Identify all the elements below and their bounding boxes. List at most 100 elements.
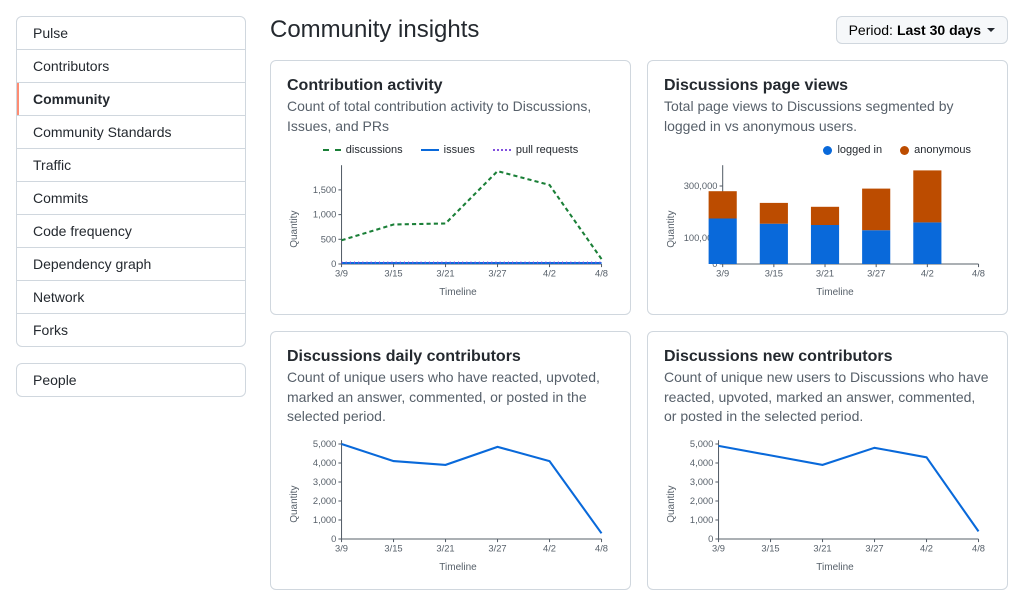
svg-text:2,000: 2,000 — [313, 496, 336, 506]
legend-label: logged in — [837, 144, 882, 156]
card-desc: Count of unique new users to Discussions… — [664, 368, 991, 427]
svg-text:5,000: 5,000 — [313, 439, 336, 449]
sidebar-item-commits[interactable]: Commits — [17, 182, 245, 215]
svg-text:3,000: 3,000 — [690, 477, 713, 487]
svg-text:3/15: 3/15 — [384, 269, 402, 279]
x-axis-label: Timeline — [302, 287, 614, 298]
svg-text:0: 0 — [708, 534, 713, 544]
x-axis-label: Timeline — [679, 287, 991, 298]
legend-swatch — [323, 149, 341, 151]
svg-text:4/2: 4/2 — [543, 543, 556, 553]
sidebar-item-forks[interactable]: Forks — [17, 314, 245, 346]
page-title: Community insights — [270, 16, 479, 44]
svg-text:3/27: 3/27 — [865, 543, 883, 553]
sidebar-item-community[interactable]: Community — [17, 83, 245, 116]
svg-text:300,000: 300,000 — [684, 181, 718, 191]
page-views-chart: 3/93/153/213/274/24/80100,000300,000 — [679, 160, 991, 285]
svg-text:4,000: 4,000 — [313, 458, 336, 468]
legend-item: pull requests — [493, 144, 578, 156]
svg-text:0: 0 — [331, 259, 336, 269]
svg-text:1,000: 1,000 — [313, 210, 336, 220]
svg-text:1,000: 1,000 — [313, 515, 336, 525]
legend-item: anonymous — [900, 144, 971, 156]
svg-text:3/9: 3/9 — [716, 269, 729, 279]
card-new-contributors: Discussions new contributors Count of un… — [647, 331, 1008, 590]
legend-swatch — [493, 149, 511, 151]
svg-text:1,500: 1,500 — [313, 185, 336, 195]
period-value: Last 30 days — [897, 22, 981, 38]
daily-contributors-chart: 3/9 3/15 3/21 3/27 4/2 4/8 0 1,000 2,000 3,000 4,0… — [302, 435, 614, 560]
svg-text:1,000: 1,000 — [690, 515, 713, 525]
card-contribution-activity: Contribution activity Count of total con… — [270, 60, 631, 315]
x-axis-label: Timeline — [679, 562, 991, 573]
svg-text:2,000: 2,000 — [690, 496, 713, 506]
card-desc: Total page views to Discussions segmente… — [664, 97, 991, 136]
legend-item: discussions — [323, 144, 403, 156]
card-daily-contributors: Discussions daily contributors Count of … — [270, 331, 631, 590]
svg-text:3/27: 3/27 — [488, 269, 506, 279]
svg-text:4/8: 4/8 — [972, 269, 985, 279]
legend-item: logged in — [823, 144, 882, 156]
sidebar-item-pulse[interactable]: Pulse — [17, 17, 245, 50]
svg-text:3/21: 3/21 — [436, 543, 454, 553]
legend-swatch — [823, 146, 832, 155]
svg-text:3/9: 3/9 — [335, 269, 348, 279]
svg-text:4,000: 4,000 — [690, 458, 713, 468]
sidebar-item-dependency-graph[interactable]: Dependency graph — [17, 248, 245, 281]
legend-label: discussions — [346, 144, 403, 156]
svg-text:3/21: 3/21 — [816, 269, 834, 279]
chevron-down-icon — [987, 28, 995, 32]
svg-text:0: 0 — [331, 534, 336, 544]
card-desc: Count of unique users who have reacted, … — [287, 368, 614, 427]
svg-text:4/8: 4/8 — [595, 543, 608, 553]
sidebar-item-contributors[interactable]: Contributors — [17, 50, 245, 83]
period-dropdown[interactable]: Period: Last 30 days — [836, 16, 1008, 44]
card-title: Discussions daily contributors — [287, 348, 614, 366]
svg-text:3/27: 3/27 — [488, 543, 506, 553]
sidebar-item-people[interactable]: People — [17, 364, 245, 396]
y-axis-label: Quantity — [664, 160, 679, 298]
legend-item: issues — [421, 144, 475, 156]
sidebar-item-network[interactable]: Network — [17, 281, 245, 314]
legend-label: issues — [444, 144, 475, 156]
card-title: Contribution activity — [287, 77, 614, 95]
card-title: Discussions new contributors — [664, 348, 991, 366]
svg-text:3/21: 3/21 — [436, 269, 454, 279]
svg-text:3/15: 3/15 — [761, 543, 779, 553]
chart-legend: discussions issues pull requests — [287, 144, 614, 156]
card-title: Discussions page views — [664, 77, 991, 95]
sidebar-item-community-standards[interactable]: Community Standards — [17, 116, 245, 149]
main-content: Community insights Period: Last 30 days … — [270, 16, 1008, 590]
insights-sidebar: PulseContributorsCommunityCommunity Stan… — [16, 16, 246, 590]
period-label: Period: — [849, 22, 893, 38]
svg-text:3/9: 3/9 — [335, 543, 348, 553]
y-axis-label: Quantity — [287, 435, 302, 573]
svg-text:3,000: 3,000 — [313, 477, 336, 487]
card-desc: Count of total contribution activity to … — [287, 97, 614, 136]
legend-swatch — [900, 146, 909, 155]
svg-text:500: 500 — [321, 235, 337, 245]
legend-label: pull requests — [516, 144, 578, 156]
legend-label: anonymous — [914, 144, 971, 156]
svg-text:4/2: 4/2 — [543, 269, 556, 279]
svg-text:4/2: 4/2 — [920, 543, 933, 553]
svg-text:4/8: 4/8 — [595, 269, 608, 279]
new-contributors-chart: 3/9 3/15 3/21 3/27 4/2 4/8 0 1,000 2,000 3,000 4,0… — [679, 435, 991, 560]
svg-text:3/27: 3/27 — [867, 269, 885, 279]
svg-text:3/15: 3/15 — [765, 269, 783, 279]
sidebar-item-traffic[interactable]: Traffic — [17, 149, 245, 182]
svg-text:4/2: 4/2 — [921, 269, 934, 279]
y-axis-label: Quantity — [664, 435, 679, 573]
sidebar-item-code-frequency[interactable]: Code frequency — [17, 215, 245, 248]
legend-swatch — [421, 149, 439, 151]
svg-text:3/9: 3/9 — [712, 543, 725, 553]
x-axis-label: Timeline — [302, 562, 614, 573]
svg-text:5,000: 5,000 — [690, 439, 713, 449]
contribution-chart: 3/9 3/15 3/21 3/27 4/2 4/8 0 500 1,000 1,500 — [302, 160, 614, 285]
svg-text:4/8: 4/8 — [972, 543, 985, 553]
svg-text:3/15: 3/15 — [384, 543, 402, 553]
y-axis-label: Quantity — [287, 160, 302, 298]
card-page-views: Discussions page views Total page views … — [647, 60, 1008, 315]
svg-text:3/21: 3/21 — [813, 543, 831, 553]
chart-legend: logged in anonymous — [664, 144, 991, 156]
